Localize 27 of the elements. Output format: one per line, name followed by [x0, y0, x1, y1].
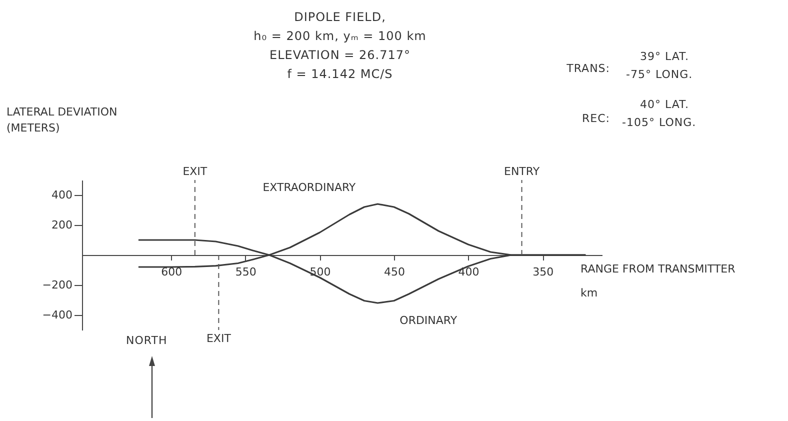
x-tick-label: 500 [310, 266, 331, 278]
text: REC: [582, 112, 610, 125]
x-axis-title: RANGE FROM TRANSMITTER km [580, 262, 736, 300]
text: h₀ = 200 km, yₘ = 100 km [254, 29, 426, 43]
series-label: ORDINARY [400, 314, 458, 327]
y-tick-label: 400 [52, 188, 72, 202]
text: TRANS: [566, 62, 610, 75]
text: f = 14.142 MC/S [287, 67, 393, 81]
y-tick-label: −200 [42, 278, 72, 292]
ref-line-label: EXIT [206, 332, 232, 345]
y-tick-label: 200 [52, 218, 72, 232]
text: -105° LONG. [622, 116, 696, 129]
x-tick-label: 350 [532, 266, 554, 278]
text: -75° LONG. [626, 68, 693, 81]
x-tick-label: 450 [384, 266, 405, 278]
series-label: EXTRAORDINARY [262, 181, 356, 194]
chart-title: DIPOLE FIELD, [293, 9, 387, 26]
ref-line-label: EXIT [182, 165, 208, 178]
x-tick-label: 600 [161, 266, 182, 278]
y-axis-title: LATERAL DEVIATION (METERS) [6, 106, 118, 134]
ref-line-label: ENTRY [504, 165, 540, 178]
x-tick-label: 550 [235, 266, 256, 278]
text: 39° LAT. [640, 50, 689, 63]
text: NORTH [126, 334, 168, 347]
text: ELEVATION = 26.717° [269, 48, 411, 62]
text: 40° LAT. [640, 98, 689, 111]
y-tick-label: −400 [42, 308, 72, 322]
